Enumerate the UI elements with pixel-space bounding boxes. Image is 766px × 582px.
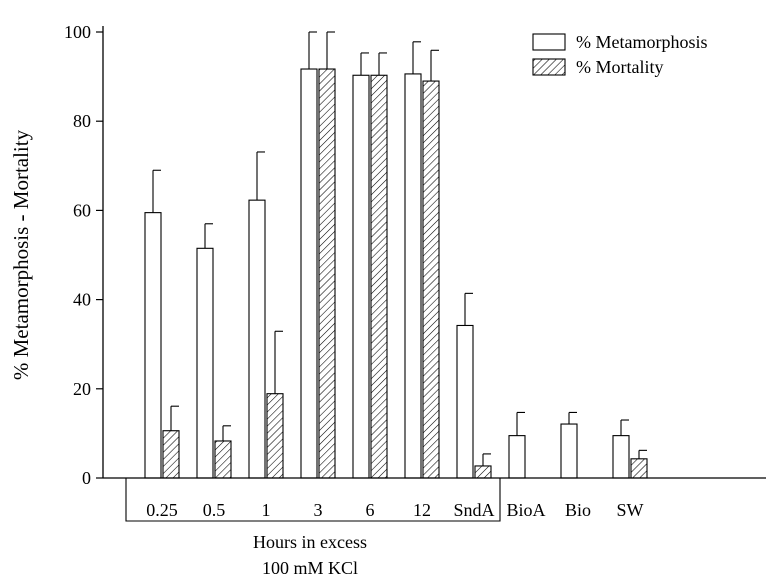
- legend-label-mortality: % Mortality: [576, 57, 664, 77]
- y-tick-label: 60: [73, 200, 91, 220]
- y-tick-label: 40: [73, 290, 91, 310]
- x-tick-label: Bio: [565, 500, 591, 520]
- x-tick-label: BioA: [506, 500, 545, 520]
- metamorphosis-bar-SndA: [456, 324, 474, 479]
- legend-label-metamorphosis: % Metamorphosis: [576, 32, 707, 52]
- mortality-bar-1: [266, 393, 284, 479]
- x-axis: 0.25 0.5 1 3 6 12 SndA BioA Bio SW: [103, 477, 766, 522]
- x-tick-label: 3: [314, 500, 323, 520]
- x-tick-label: 12: [413, 500, 431, 520]
- y-axis-label: % Metamorphosis - Mortality: [9, 129, 33, 380]
- metamorphosis-bar-0.5: [196, 247, 214, 479]
- metamorphosis-bar-BioA: [508, 435, 526, 479]
- x-tick-label: 0.5: [203, 500, 226, 520]
- x-axis-label-line-1: Hours in excess: [253, 532, 367, 552]
- metamorphosis-bar-Bio: [560, 423, 578, 479]
- metamorphosis-bar-0.25: [144, 212, 162, 479]
- y-axis: 0 20 40 60 80 100: [64, 22, 104, 488]
- metamorphosis-bar-SW: [612, 435, 630, 479]
- x-tick-label: 6: [366, 500, 375, 520]
- mortality-bar-12: [422, 80, 440, 479]
- mortality-bar-SndA: [474, 465, 492, 479]
- plot-area: [144, 31, 648, 479]
- x-tick-label: SndA: [453, 500, 494, 520]
- mortality-bar-6: [370, 74, 388, 479]
- metamorphosis-bar-3: [300, 68, 318, 479]
- y-tick-label: 20: [73, 379, 91, 399]
- y-tick-label: 100: [64, 22, 91, 42]
- metamorphosis-bar-1: [248, 199, 266, 479]
- metamorphosis-bar-6: [352, 74, 370, 479]
- x-tick-label: 1: [262, 500, 271, 520]
- y-tick-label: 0: [82, 468, 91, 488]
- x-axis-label-line-2: 100 mM KCl: [262, 558, 358, 578]
- hours-group-bracket: [125, 478, 501, 522]
- metamorphosis-bar-12: [404, 73, 422, 479]
- x-tick-label: SW: [617, 500, 644, 520]
- y-tick-label: 80: [73, 111, 91, 131]
- legend: % Metamorphosis % Mortality: [532, 32, 707, 77]
- x-tick-label: 0.25: [146, 500, 178, 520]
- legend-swatch-metamorphosis: [532, 33, 566, 51]
- mortality-bar-0.25: [162, 430, 180, 479]
- legend-swatch-mortality: [532, 58, 566, 76]
- mortality-bar-SW: [630, 458, 648, 479]
- mortality-bar-0.5: [214, 440, 232, 479]
- mortality-bar-3: [318, 68, 336, 479]
